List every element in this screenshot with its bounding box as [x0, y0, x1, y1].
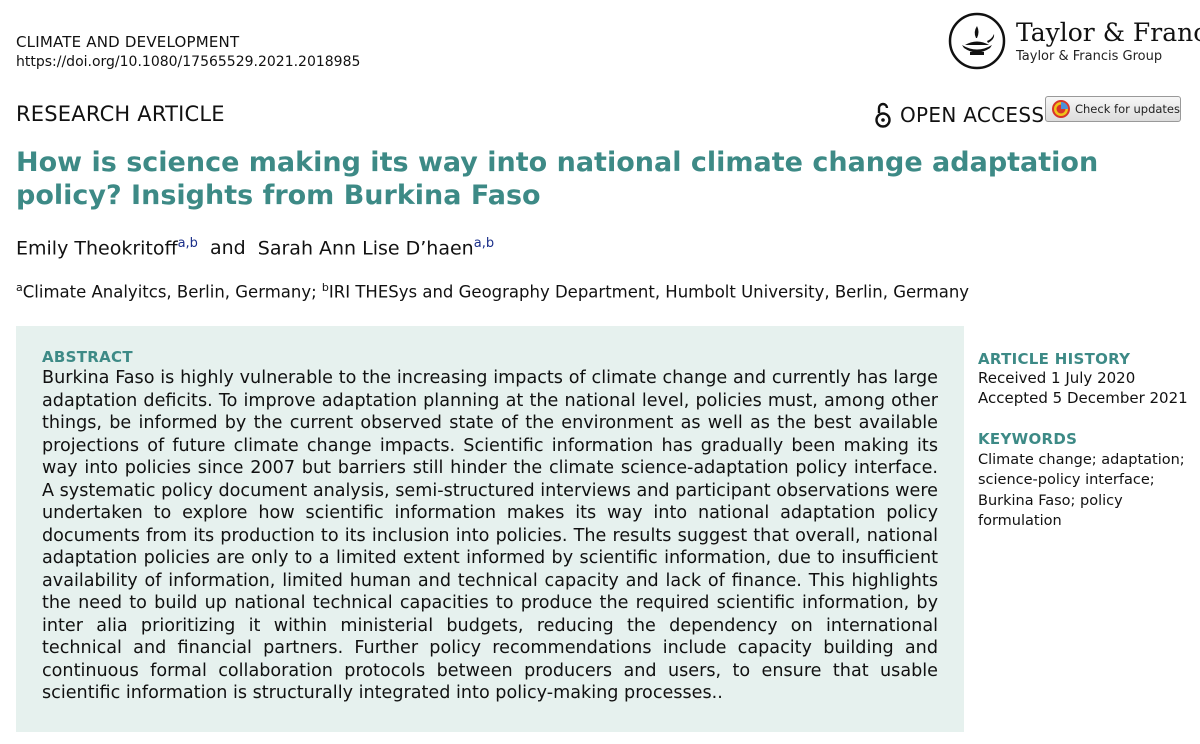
open-access-badge: OPEN ACCESS: [874, 100, 1044, 130]
keywords-list: Climate change; adaptation; science-poli…: [978, 450, 1190, 531]
abstract-text: Burkina Faso is highly vulnerable to the…: [42, 368, 938, 703]
keyword-line: science-policy interface;: [978, 472, 1155, 489]
journal-name: CLIMATE AND DEVELOPMENT: [16, 33, 240, 51]
publisher-name: Taylor & Francis: [1016, 18, 1200, 47]
crossmark-icon: [1052, 100, 1070, 118]
keyword-line: Burkina Faso; policy: [978, 492, 1123, 509]
keywords-section: KEYWORDS Climate change; adaptation; sci…: [978, 430, 1190, 531]
keywords-heading: KEYWORDS: [978, 430, 1078, 448]
abstract-heading: ABSTRACT: [42, 348, 133, 366]
affiliations: aClimate Analyitcs, Berlin, Germany; bIR…: [16, 281, 969, 302]
open-lock-icon: [875, 102, 891, 128]
author-name[interactable]: Emily Theokritoff: [16, 237, 178, 260]
author-name[interactable]: Sarah Ann Lise D’haen: [257, 237, 474, 260]
check-for-updates-label: Check for updates: [1074, 102, 1180, 116]
author-affiliation-mark[interactable]: a,b: [177, 236, 198, 251]
affiliation-text: IRI THESys and Geography Department, Hum…: [328, 282, 970, 302]
affiliation-mark: b: [321, 281, 329, 294]
received-date: Received 1 July 2020: [978, 369, 1136, 387]
affiliation-mark: a: [16, 281, 23, 294]
doi-link[interactable]: https://doi.org/10.1080/17565529.2021.20…: [16, 54, 361, 70]
article-type: RESEARCH ARTICLE: [16, 102, 225, 126]
author-connector: and: [209, 237, 246, 260]
article-title: How is science making its way into natio…: [16, 147, 1099, 211]
article-history: ARTICLE HISTORY Received 1 July 2020 Acc…: [978, 350, 1190, 408]
affiliation-text: Climate Analyitcs, Berlin, Germany;: [22, 282, 322, 302]
author-list: Emily Theokritoffa,b and Sarah Ann Lise …: [16, 236, 494, 259]
check-for-updates-button[interactable]: Check for updates: [1045, 96, 1181, 122]
abstract-box: ABSTRACT Burkina Faso is highly vulnerab…: [16, 326, 964, 732]
article-history-heading: ARTICLE HISTORY: [978, 350, 1131, 368]
publisher-group: Taylor & Francis Group: [1016, 49, 1163, 64]
publisher-branding: Taylor & Francis Taylor & Francis Group: [948, 12, 1200, 72]
accepted-date: Accepted 5 December 2021: [978, 389, 1188, 407]
author-affiliation-mark[interactable]: a,b: [473, 236, 495, 251]
lamp-logo-icon: [948, 12, 1006, 70]
keyword-line: formulation: [978, 512, 1062, 529]
keyword-line: Climate change; adaptation;: [978, 452, 1185, 468]
open-access-label: OPEN ACCESS: [900, 103, 1045, 127]
